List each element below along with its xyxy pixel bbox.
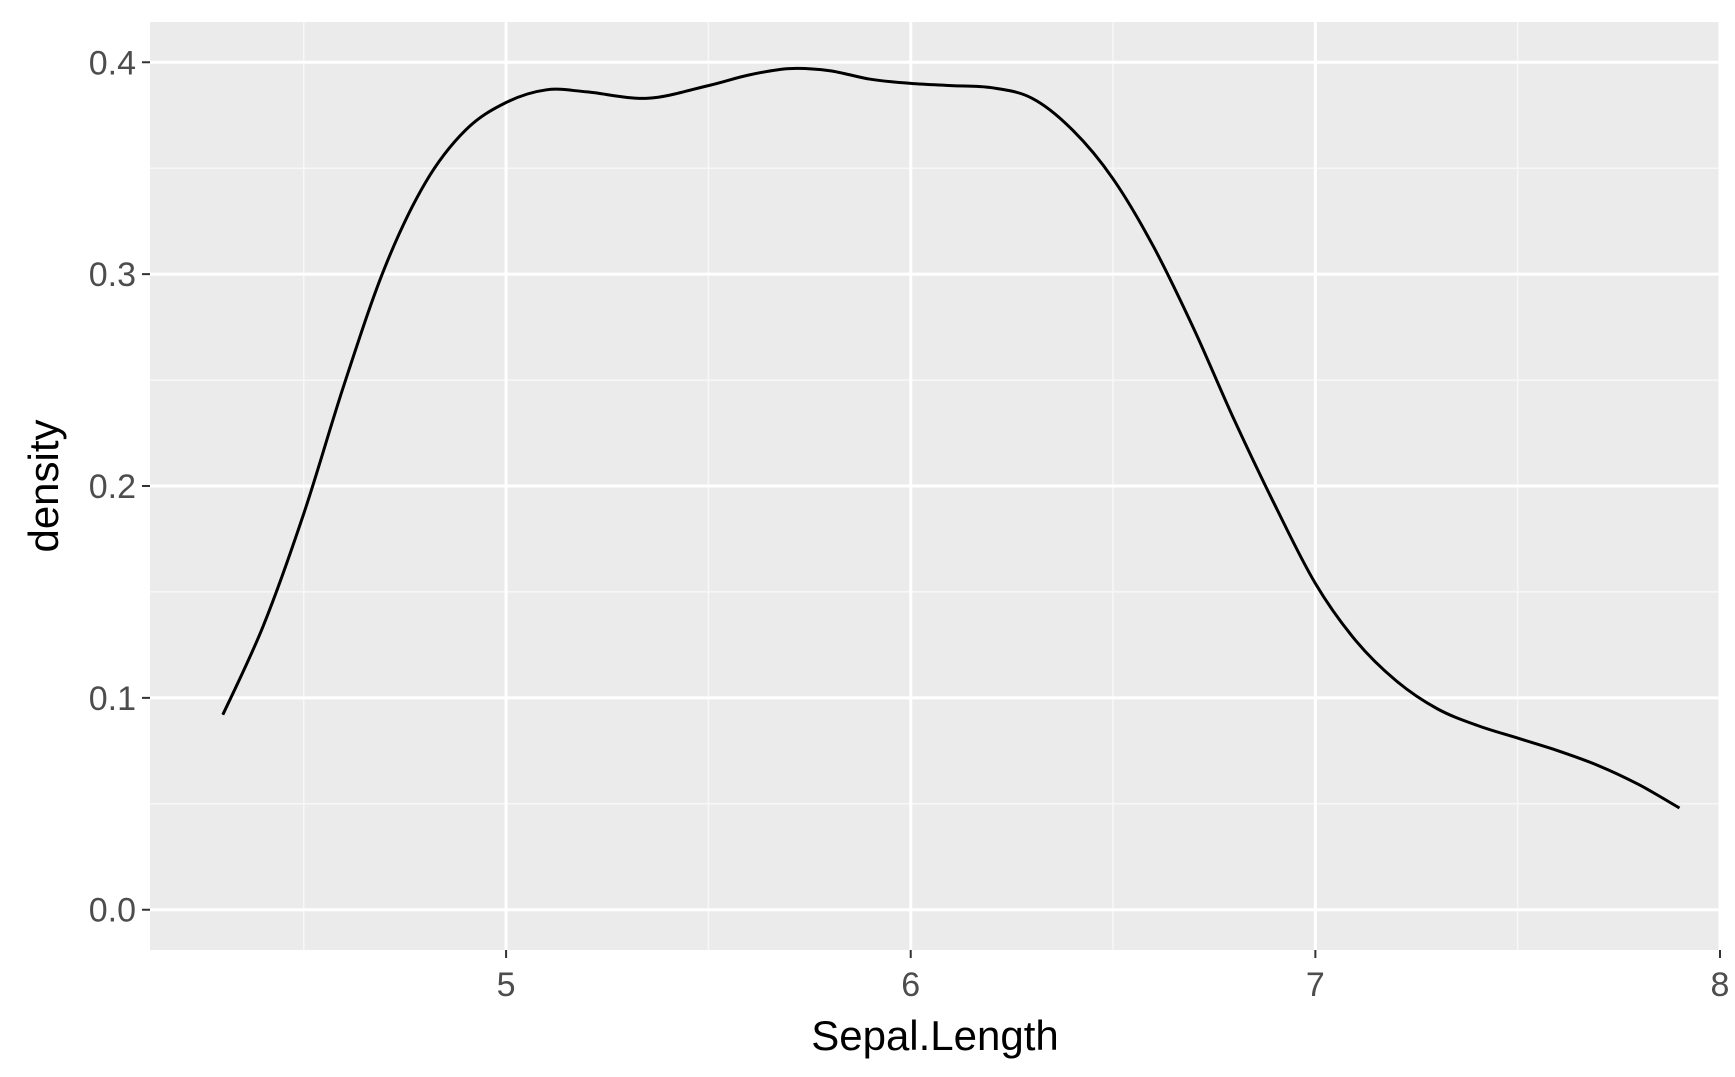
x-tick-label: 8 (1711, 966, 1730, 1004)
y-axis-ticks: 0.0 0.1 0.2 0.3 0.4 (89, 44, 150, 930)
y-tick-label: 0.1 (89, 680, 136, 718)
x-tick-label: 7 (1306, 966, 1325, 1004)
x-tick-label: 6 (901, 966, 920, 1004)
x-axis-ticks: 5 6 7 8 (497, 950, 1730, 1004)
y-tick-label: 0.4 (89, 44, 136, 82)
density-line (221, 66, 1681, 810)
y-axis-title: density (20, 419, 67, 552)
y-tick-label: 0.2 (89, 468, 136, 506)
y-tick-label: 0.3 (89, 256, 136, 294)
y-tick-label: 0.0 (89, 892, 136, 930)
x-tick-label: 5 (497, 966, 516, 1004)
x-axis-title: Sepal.Length (811, 1012, 1059, 1059)
major-gridlines (150, 22, 1722, 950)
